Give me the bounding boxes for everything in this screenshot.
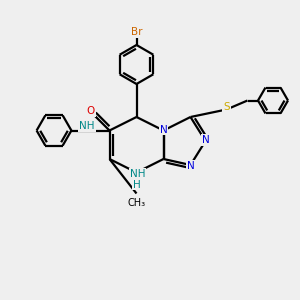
Text: N: N	[187, 161, 194, 171]
Text: N: N	[202, 135, 209, 145]
Text: O: O	[87, 106, 95, 116]
Text: S: S	[223, 101, 230, 112]
Text: NH: NH	[79, 121, 95, 131]
Text: H: H	[133, 179, 140, 190]
Text: CH₃: CH₃	[128, 197, 146, 208]
Text: N: N	[160, 124, 167, 135]
Text: Br: Br	[131, 27, 142, 38]
Text: NH: NH	[130, 169, 145, 179]
